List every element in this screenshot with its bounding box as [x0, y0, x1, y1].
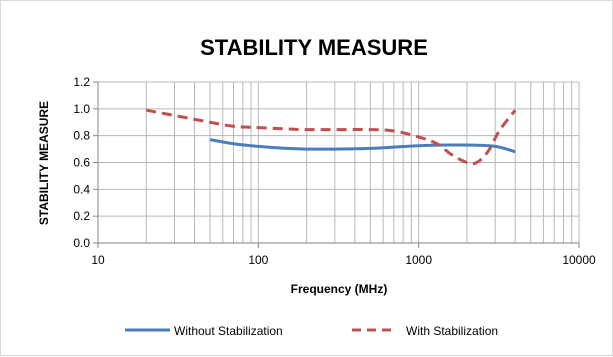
- x-tick-label: 10: [91, 253, 105, 267]
- y-tick-label: 0.0: [73, 236, 90, 250]
- series-layer: [145, 108, 517, 166]
- y-tick-label: 0.4: [73, 182, 90, 196]
- series-line-with-stabilization: [145, 108, 517, 166]
- axis-layer: 0.0 0.2 0.4 0.6 0.8 1.0 1.2 10 100 1000 10000: [73, 75, 596, 267]
- y-tick-label: 0.6: [73, 156, 90, 170]
- y-tick-label: 1.2: [73, 75, 90, 89]
- y-tick-label: 1.0: [73, 102, 90, 116]
- x-tick-label: 10000: [562, 253, 596, 267]
- y-axis-title: STABILITY MEASURE: [37, 101, 51, 225]
- y-tick-label: 0.2: [73, 209, 90, 223]
- series-line-without-stabilization: [209, 138, 516, 154]
- grid-layer: [98, 81, 580, 243]
- chart-title: STABILITY MEASURE: [200, 35, 428, 60]
- legend-label-without-stabilization: Without Stabilization: [174, 324, 283, 338]
- legend-label-with-stabilization: With Stabilization: [406, 324, 498, 338]
- x-axis-title: Frequency (MHz): [291, 282, 388, 296]
- x-tick-label: 1000: [405, 253, 432, 267]
- y-tick-label: 0.8: [73, 129, 90, 143]
- legend: Without Stabilization With Stabilization: [125, 324, 498, 338]
- x-tick-label: 100: [248, 253, 268, 267]
